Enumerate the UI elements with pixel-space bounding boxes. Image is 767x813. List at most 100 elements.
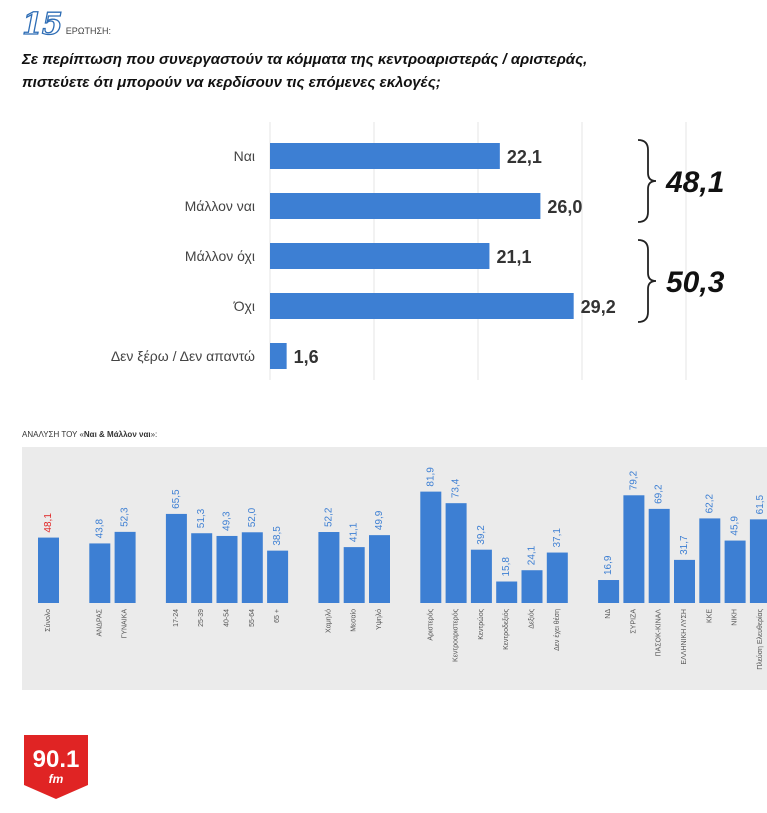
breakdown-value-label: 79,2 — [628, 470, 639, 490]
breakdown-value-label: 51,3 — [196, 508, 207, 528]
category-label: Όχι — [233, 298, 255, 314]
value-label: 29,2 — [581, 297, 616, 317]
breakdown-bar — [318, 532, 340, 603]
breakdown-bar — [496, 581, 518, 603]
breakdown-value-label: 15,8 — [501, 557, 512, 577]
question-text: Σε περίπτωση που συνεργαστούν τα κόμματα… — [22, 48, 757, 94]
logo-badge — [24, 735, 88, 799]
question-line-1: Σε περίπτωση που συνεργαστούν τα κόμματα… — [22, 51, 588, 68]
breakdown-bar — [598, 580, 620, 603]
breakdown-category-label: ΣΥΡΙΖΑ — [630, 609, 637, 634]
bar — [270, 243, 490, 269]
breakdown-value-label: 16,9 — [603, 555, 614, 575]
breakdown-value-label: 38,5 — [272, 526, 283, 546]
breakdown-value-label: 52,2 — [323, 507, 334, 527]
logo-text: 90.1 — [33, 746, 80, 773]
logo-sub: fm — [49, 772, 64, 786]
value-label: 26,0 — [547, 197, 582, 217]
breakdown-category-label: ΝΙΚΗ — [732, 609, 739, 626]
breakdown-value-label: 62,2 — [704, 494, 715, 514]
group-brace — [637, 239, 657, 323]
breakdown-bar — [470, 549, 492, 603]
breakdown-value-label: 49,9 — [374, 510, 385, 530]
breakdown-value-label: 41,1 — [349, 522, 360, 542]
main-bar-chart: Ναι 22,1 Μάλλον ναι 26,0 Μάλλον όχι 21,1 Όχι 29… — [111, 122, 725, 380]
breakdown-category-label: Υψηλό — [375, 609, 383, 630]
breakdown-bar — [89, 543, 111, 603]
breakdown-bar — [165, 513, 187, 603]
breakdown-title: ΑΝΑΛΥΣΗ ΤΟΥ «Ναι & Μάλλον ναι»: — [22, 430, 157, 439]
breakdown-value-label: 73,4 — [451, 478, 462, 498]
breakdown-category-label: ΑΝΔΡΑΣ — [96, 608, 103, 636]
group-total: 48,1 — [665, 166, 724, 199]
breakdown-bar — [546, 552, 568, 603]
breakdown-bar — [420, 491, 442, 603]
breakdown-bar — [699, 518, 721, 603]
breakdown-category-label: ΓΥΝΑΙΚΑ — [122, 609, 129, 639]
breakdown-value-label: 48,1 — [43, 513, 54, 533]
category-label: Δεν ξέρω / Δεν απαντώ — [111, 348, 255, 364]
breakdown-value-label: 69,2 — [654, 484, 665, 504]
breakdown-category-label: ΠΑΣΟΚ-ΚΙΝΑΛ — [656, 609, 663, 657]
bar — [270, 293, 574, 319]
breakdown-value-label: 61,5 — [755, 494, 766, 514]
category-label: Ναι — [234, 148, 255, 164]
breakdown-category-label: 65 + — [274, 609, 281, 623]
category-label: Μάλλον ναι — [185, 198, 255, 214]
bar — [270, 193, 541, 219]
value-label: 21,1 — [496, 247, 531, 267]
bar — [270, 343, 287, 369]
radio-logo: 90.1 fm — [24, 735, 88, 799]
breakdown-category-label: Σύνολο — [44, 609, 52, 632]
question-number: 15 — [21, 7, 63, 42]
breakdown-bar — [267, 550, 289, 603]
bar — [270, 143, 500, 169]
breakdown-category-label: 25-39 — [198, 609, 205, 627]
breakdown-category-label: 55-64 — [249, 609, 256, 627]
breakdown-value-label: 37,1 — [552, 528, 563, 548]
breakdown-value-label: 52,0 — [247, 507, 258, 527]
breakdown-bar — [369, 535, 390, 603]
category-label: Μάλλον όχι — [185, 248, 255, 264]
breakdown-bar — [445, 503, 467, 603]
breakdown-bar — [38, 537, 59, 603]
breakdown-value-label: 52,3 — [120, 507, 131, 527]
breakdown-category-label: Χαμηλό — [324, 609, 332, 633]
breakdown-bar — [114, 531, 136, 603]
question-header: 15 ΕΡΩΤΗΣΗ: — [21, 7, 112, 42]
breakdown-category-label: Αριστερός — [426, 608, 434, 640]
group-total: 50,3 — [666, 266, 725, 299]
breakdown-category-label: Μεσαίο — [350, 609, 358, 632]
breakdown-category-label: Κεντροαριστερός — [452, 608, 460, 662]
breakdown-value-label: 49,3 — [222, 511, 233, 531]
breakdown-bar — [241, 532, 263, 603]
question-line-2: πιστεύετε ότι μπορούν να κερδίσουν τις ε… — [22, 74, 441, 91]
breakdown-value-label: 24,1 — [527, 545, 538, 565]
breakdown-value-label: 39,2 — [476, 525, 487, 545]
breakdown-bar — [343, 547, 365, 603]
breakdown-category-label: Κεντρώος — [477, 608, 485, 639]
breakdown-category-label: ΝΔ — [605, 609, 612, 619]
breakdown-bar — [648, 508, 670, 603]
breakdown-category-label: 40-54 — [224, 609, 231, 627]
breakdown-bar — [623, 495, 645, 603]
breakdown-bar — [749, 519, 767, 603]
breakdown-category-label: ΚΚΕ — [706, 609, 713, 623]
breakdown-value-label: 31,7 — [679, 535, 690, 555]
group-brace — [637, 139, 657, 223]
value-label: 1,6 — [294, 347, 319, 367]
breakdown-value-label: 43,8 — [94, 519, 105, 539]
breakdown-bar — [674, 559, 695, 603]
value-label: 22,1 — [507, 147, 542, 167]
breakdown-value-label: 45,9 — [730, 516, 741, 536]
breakdown-category-label: Δεν έχει θέση — [553, 609, 561, 651]
question-label: ΕΡΩΤΗΣΗ: — [65, 26, 112, 36]
breakdown-bar — [191, 533, 213, 603]
breakdown-category-label: 17-24 — [173, 609, 180, 627]
breakdown-bar — [521, 570, 543, 603]
breakdown-value-label: 65,5 — [171, 489, 182, 509]
breakdown-value-label: 81,9 — [425, 467, 436, 487]
breakdown-bar — [216, 535, 238, 603]
breakdown-category-label: Δεξιός — [528, 608, 536, 628]
